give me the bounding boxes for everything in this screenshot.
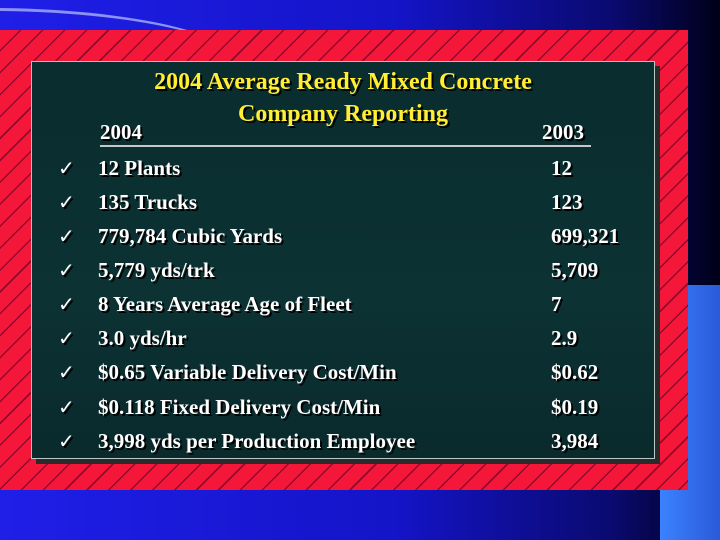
value-2003: $0.19 <box>551 395 599 419</box>
slide-title-line1: 2004 Average Ready Mixed Concrete <box>154 69 532 95</box>
list-item: ✓ 3.0 yds/hr 2.9 <box>32 326 654 356</box>
checkmark-icon: ✓ <box>58 258 75 282</box>
list-item: ✓ 8 Years Average Age of Fleet 7 <box>32 292 654 322</box>
value-2003: 5,709 <box>551 258 599 282</box>
content-panel: 2004 Average Ready Mixed Concrete Compan… <box>31 61 655 459</box>
item-2004: 3.0 yds/hr <box>98 326 187 350</box>
checkmark-icon: ✓ <box>58 156 75 180</box>
value-2003: 7 <box>551 292 562 316</box>
column-header-2004: 2004 <box>100 120 142 144</box>
item-2004: $0.65 Variable Delivery Cost/Min <box>98 360 397 384</box>
list-item: ✓ 3,998 yds per Production Employee 3,98… <box>32 429 654 459</box>
list-item: ✓ $0.118 Fixed Delivery Cost/Min $0.19 <box>32 395 654 425</box>
header-underline <box>100 145 591 147</box>
checkmark-icon: ✓ <box>58 429 75 453</box>
value-2003: 2.9 <box>551 326 578 350</box>
item-2004: $0.118 Fixed Delivery Cost/Min <box>98 395 381 419</box>
list-item: ✓ 779,784 Cubic Yards 699,321 <box>32 224 654 254</box>
column-header-2003: 2003 <box>542 120 584 144</box>
item-2004: 779,784 Cubic Yards <box>98 224 283 248</box>
item-2004: 3,998 yds per Production Employee <box>98 429 416 453</box>
checkmark-icon: ✓ <box>58 326 75 350</box>
value-2003: 3,984 <box>551 429 599 453</box>
item-2004: 12 Plants <box>98 156 181 180</box>
item-2004: 5,779 yds/trk <box>98 258 215 282</box>
checkmark-icon: ✓ <box>58 360 75 384</box>
checkmark-icon: ✓ <box>58 292 75 316</box>
value-2003: 123 <box>551 190 583 214</box>
checkmark-icon: ✓ <box>58 395 75 419</box>
list-item: ✓ 5,779 yds/trk 5,709 <box>32 258 654 288</box>
list-item: ✓ 12 Plants 12 <box>32 156 654 186</box>
list-item: ✓ $0.65 Variable Delivery Cost/Min $0.62 <box>32 360 654 390</box>
value-2003: 12 <box>551 156 572 180</box>
item-2004: 135 Trucks <box>98 190 197 214</box>
value-2003: 699,321 <box>551 224 620 248</box>
list-item: ✓ 135 Trucks 123 <box>32 190 654 220</box>
checkmark-icon: ✓ <box>58 224 75 248</box>
slide-title-line2: Company Reporting <box>237 101 448 127</box>
item-2004: 8 Years Average Age of Fleet <box>98 292 352 316</box>
value-2003: $0.62 <box>551 360 599 384</box>
checkmark-icon: ✓ <box>58 190 75 214</box>
